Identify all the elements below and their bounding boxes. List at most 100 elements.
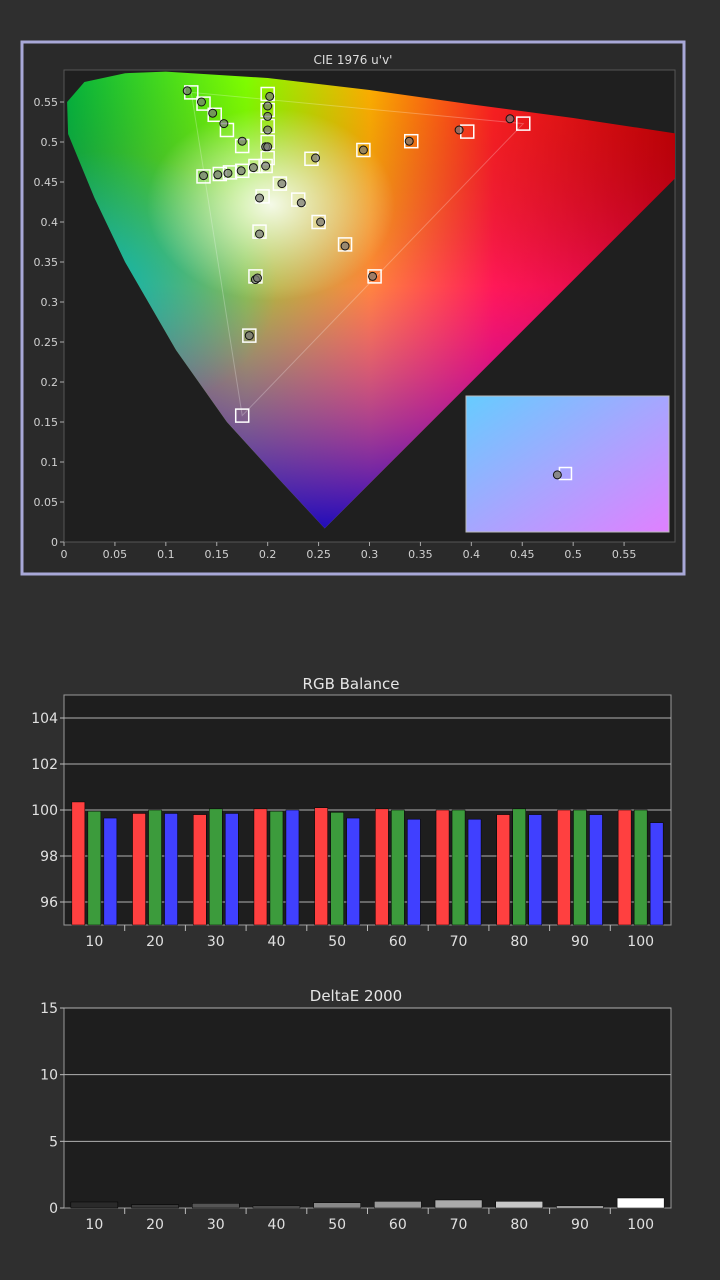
inset-markers [552,466,573,481]
rgb-bar [375,808,389,926]
measured-circle-marker [316,217,326,227]
rgb-bar [225,813,239,926]
deltae-plot-area [63,1007,672,1209]
rgb-bar [467,818,482,926]
de-y-tick-label: 5 [49,1134,58,1150]
measured-circle-marker [237,136,247,146]
rgb-x-tick-label: 50 [328,934,346,950]
rgb-bar [649,822,664,926]
measured-circle-marker [296,198,306,208]
measured-circle-marker [263,111,273,121]
rgb-y-tick-label: 98 [40,849,58,865]
measured-circle-marker [505,114,515,124]
cie-y-tick-label: 0.25 [34,336,59,349]
de-bar [192,1203,240,1209]
measured-circle-marker [213,170,223,180]
cie-x-tick-label: 0.05 [103,548,128,561]
target-square-marker [356,142,371,158]
target-square-marker [337,237,353,252]
de-bar [70,1201,119,1209]
cie-x-tick-label: 0.45 [510,548,535,561]
rgb-y-tick-label: 104 [31,711,58,727]
rgb-x-tick-label: 80 [510,934,528,950]
rgb-x-tick-label: 100 [627,934,654,950]
target-square-marker [234,163,250,179]
target-square-marker [222,165,238,180]
rgb-x-tick-label: 40 [268,934,286,950]
de-x-tick-label: 100 [627,1217,654,1233]
de-bar [556,1205,604,1209]
rgb-bar [209,808,223,926]
deltae-grid [64,1007,671,1142]
cie-y-tick-label: 0.4 [41,216,59,229]
rgb-bar [589,814,603,926]
cie-chart-panel: CIE 1976 u'v' 0 0.05 0.1 0.15 0.2 0.25 0.3 0.35… [0,0,720,600]
cie-y-tick-label: 0.55 [34,96,59,109]
measured-circle-marker [244,331,254,341]
rgb-y-tick-label: 96 [40,895,58,911]
rgb-x-tick-label: 10 [85,934,103,950]
measured-circle-marker [255,229,265,239]
rgb-bar [285,809,300,926]
de-y-tick-label: 0 [49,1201,58,1217]
measured-circle-marker [236,166,246,176]
cie-y-tick-label: 0.3 [41,296,59,309]
measured-circle-marker [208,108,218,118]
measured-circle-marker [223,168,233,178]
rgb-bar [407,818,421,926]
measured-circle-marker [265,91,275,101]
rgb-bar [103,817,118,926]
cie-y-tick-label: 0.1 [41,456,59,469]
rgb-bar [391,809,405,926]
rgb-bar [512,808,526,926]
cie-title: CIE 1976 u'v' [314,53,393,67]
rgb-balance-chart: RGB Balance 96 98 100 102 104 10 20 30 40 50 60 70 8… [31,675,672,950]
cie-y-tick-label: 0.35 [34,256,59,269]
de-x-tick-label: 50 [328,1217,346,1233]
cie-x-tick-label: 0.25 [306,548,331,561]
rgb-bars [71,801,664,926]
cie-x-tick-label: 0.4 [463,548,481,561]
measured-circle-marker [263,125,273,135]
deltae-title: DeltaE 2000 [310,987,402,1005]
rgb-bar [314,807,328,926]
rgb-bar [87,810,102,926]
de-x-tick-label: 40 [268,1217,286,1233]
measured-circle-marker [196,97,206,107]
rgb-x-tick-label: 20 [146,934,164,950]
cie-y-tick-label: 0.05 [34,496,59,509]
rgb-x-tick-label: 30 [207,934,225,950]
rgb-bar [346,817,360,926]
cie-x-tick-label: 0.15 [205,548,230,561]
de-x-tick-label: 20 [146,1217,164,1233]
rgb-bar [528,814,542,926]
cie-x-tick-label: 0 [61,548,68,561]
de-x-tick-label: 60 [389,1217,407,1233]
de-bar [374,1201,422,1209]
rgb-bar [71,801,86,926]
rgb-balance-title: RGB Balance [303,675,400,693]
cie-y-tick-label: 0 [51,536,58,549]
cie-x-tick-label: 0.55 [612,548,637,561]
rgb-bar [496,814,510,926]
cie-y-tick-label: 0.2 [41,376,59,389]
de-x-tick-label: 70 [450,1217,468,1233]
de-x-tick-label: 80 [510,1217,528,1233]
rgb-bar [330,812,344,926]
rgb-bar [269,810,284,926]
measured-circle-marker [182,86,192,96]
rgb-bar [253,808,268,926]
rgb-y-tick-label: 100 [31,803,58,819]
cie-y-tick-label: 0.45 [34,176,59,189]
de-bar [495,1201,543,1209]
target-square-marker [242,328,257,343]
de-bar [252,1205,301,1209]
de-y-tick-label: 15 [40,1001,58,1017]
cie-markers [182,85,531,423]
rgb-axes: 96 98 100 102 104 10 20 30 40 50 60 70 80 90 100 [31,711,654,950]
cie-x-tick-label: 0.1 [157,548,175,561]
measured-circle-marker [248,163,258,173]
de-bar [434,1199,483,1209]
measured-circle-marker [199,171,209,181]
measured-circle-marker [263,142,273,152]
